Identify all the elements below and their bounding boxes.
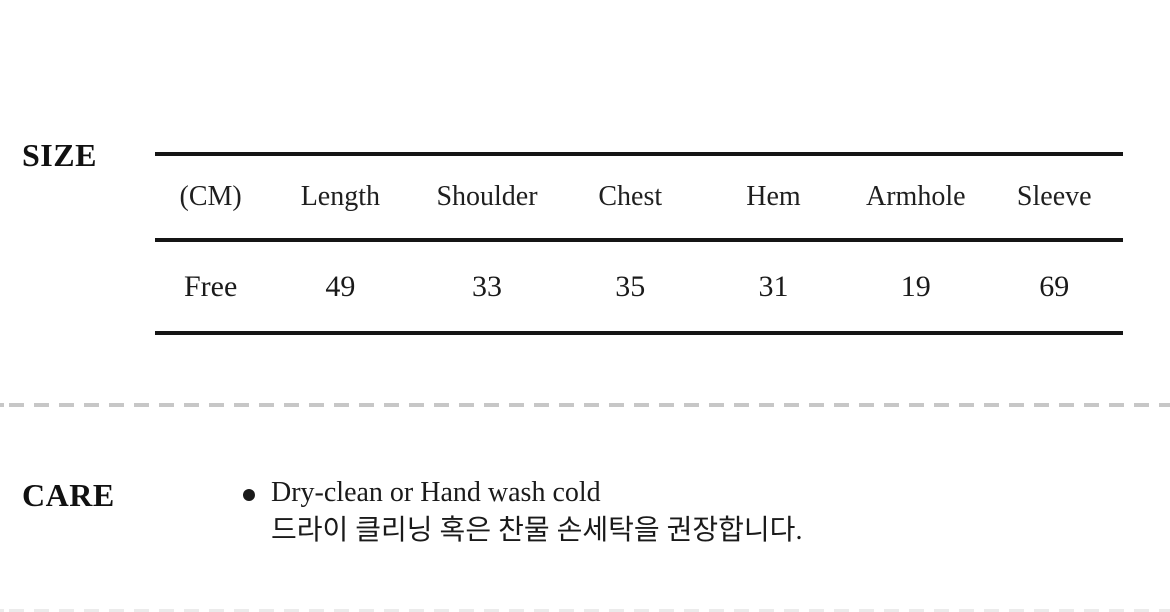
size-table-header-shoulder: Shoulder xyxy=(436,181,538,212)
care-section-heading: CARE xyxy=(22,477,115,513)
size-table-header-sleeve: Sleeve xyxy=(1016,181,1092,212)
bottom-edge-divider-dashed xyxy=(0,609,1170,612)
size-table-header-unit: (CM) xyxy=(179,181,242,212)
care-instructions: Dry-clean or Hand wash cold 드라이 클리닝 혹은 찬… xyxy=(243,474,802,550)
size-table-header-length: Length xyxy=(300,181,381,212)
size-value-shoulder: 33 xyxy=(472,269,502,303)
size-value-sleeve: 69 xyxy=(1039,269,1070,303)
size-value-free: Free xyxy=(184,269,238,303)
size-value-armhole: 19 xyxy=(900,269,931,303)
section-divider-dashed xyxy=(0,403,1170,407)
size-table-header-hem: Hem xyxy=(746,181,801,212)
bullet-icon xyxy=(243,489,255,501)
care-text-block: Dry-clean or Hand wash cold 드라이 클리닝 혹은 찬… xyxy=(271,474,802,550)
size-section-heading: SIZE xyxy=(22,137,97,173)
size-value-chest: 35 xyxy=(615,269,646,303)
size-value-hem: 31 xyxy=(758,269,789,303)
size-table-data-row: Free 49 33 35 31 19 69 xyxy=(155,240,1123,333)
size-table-header-row: (CM) Length Shoulder Chest Hem Armhole S… xyxy=(155,154,1123,240)
size-value-length: 49 xyxy=(325,269,356,303)
size-table-container: (CM) Length Shoulder Chest Hem Armhole S… xyxy=(155,152,1123,335)
care-instruction-korean: 드라이 클리닝 혹은 찬물 손세탁을 권장합니다. xyxy=(271,515,803,546)
size-table-header-chest: Chest xyxy=(598,181,663,212)
size-table-header-armhole: Armhole xyxy=(866,181,966,212)
care-instruction-english: Dry-clean or Hand wash cold xyxy=(271,477,601,508)
size-table: (CM) Length Shoulder Chest Hem Armhole S… xyxy=(155,152,1123,335)
